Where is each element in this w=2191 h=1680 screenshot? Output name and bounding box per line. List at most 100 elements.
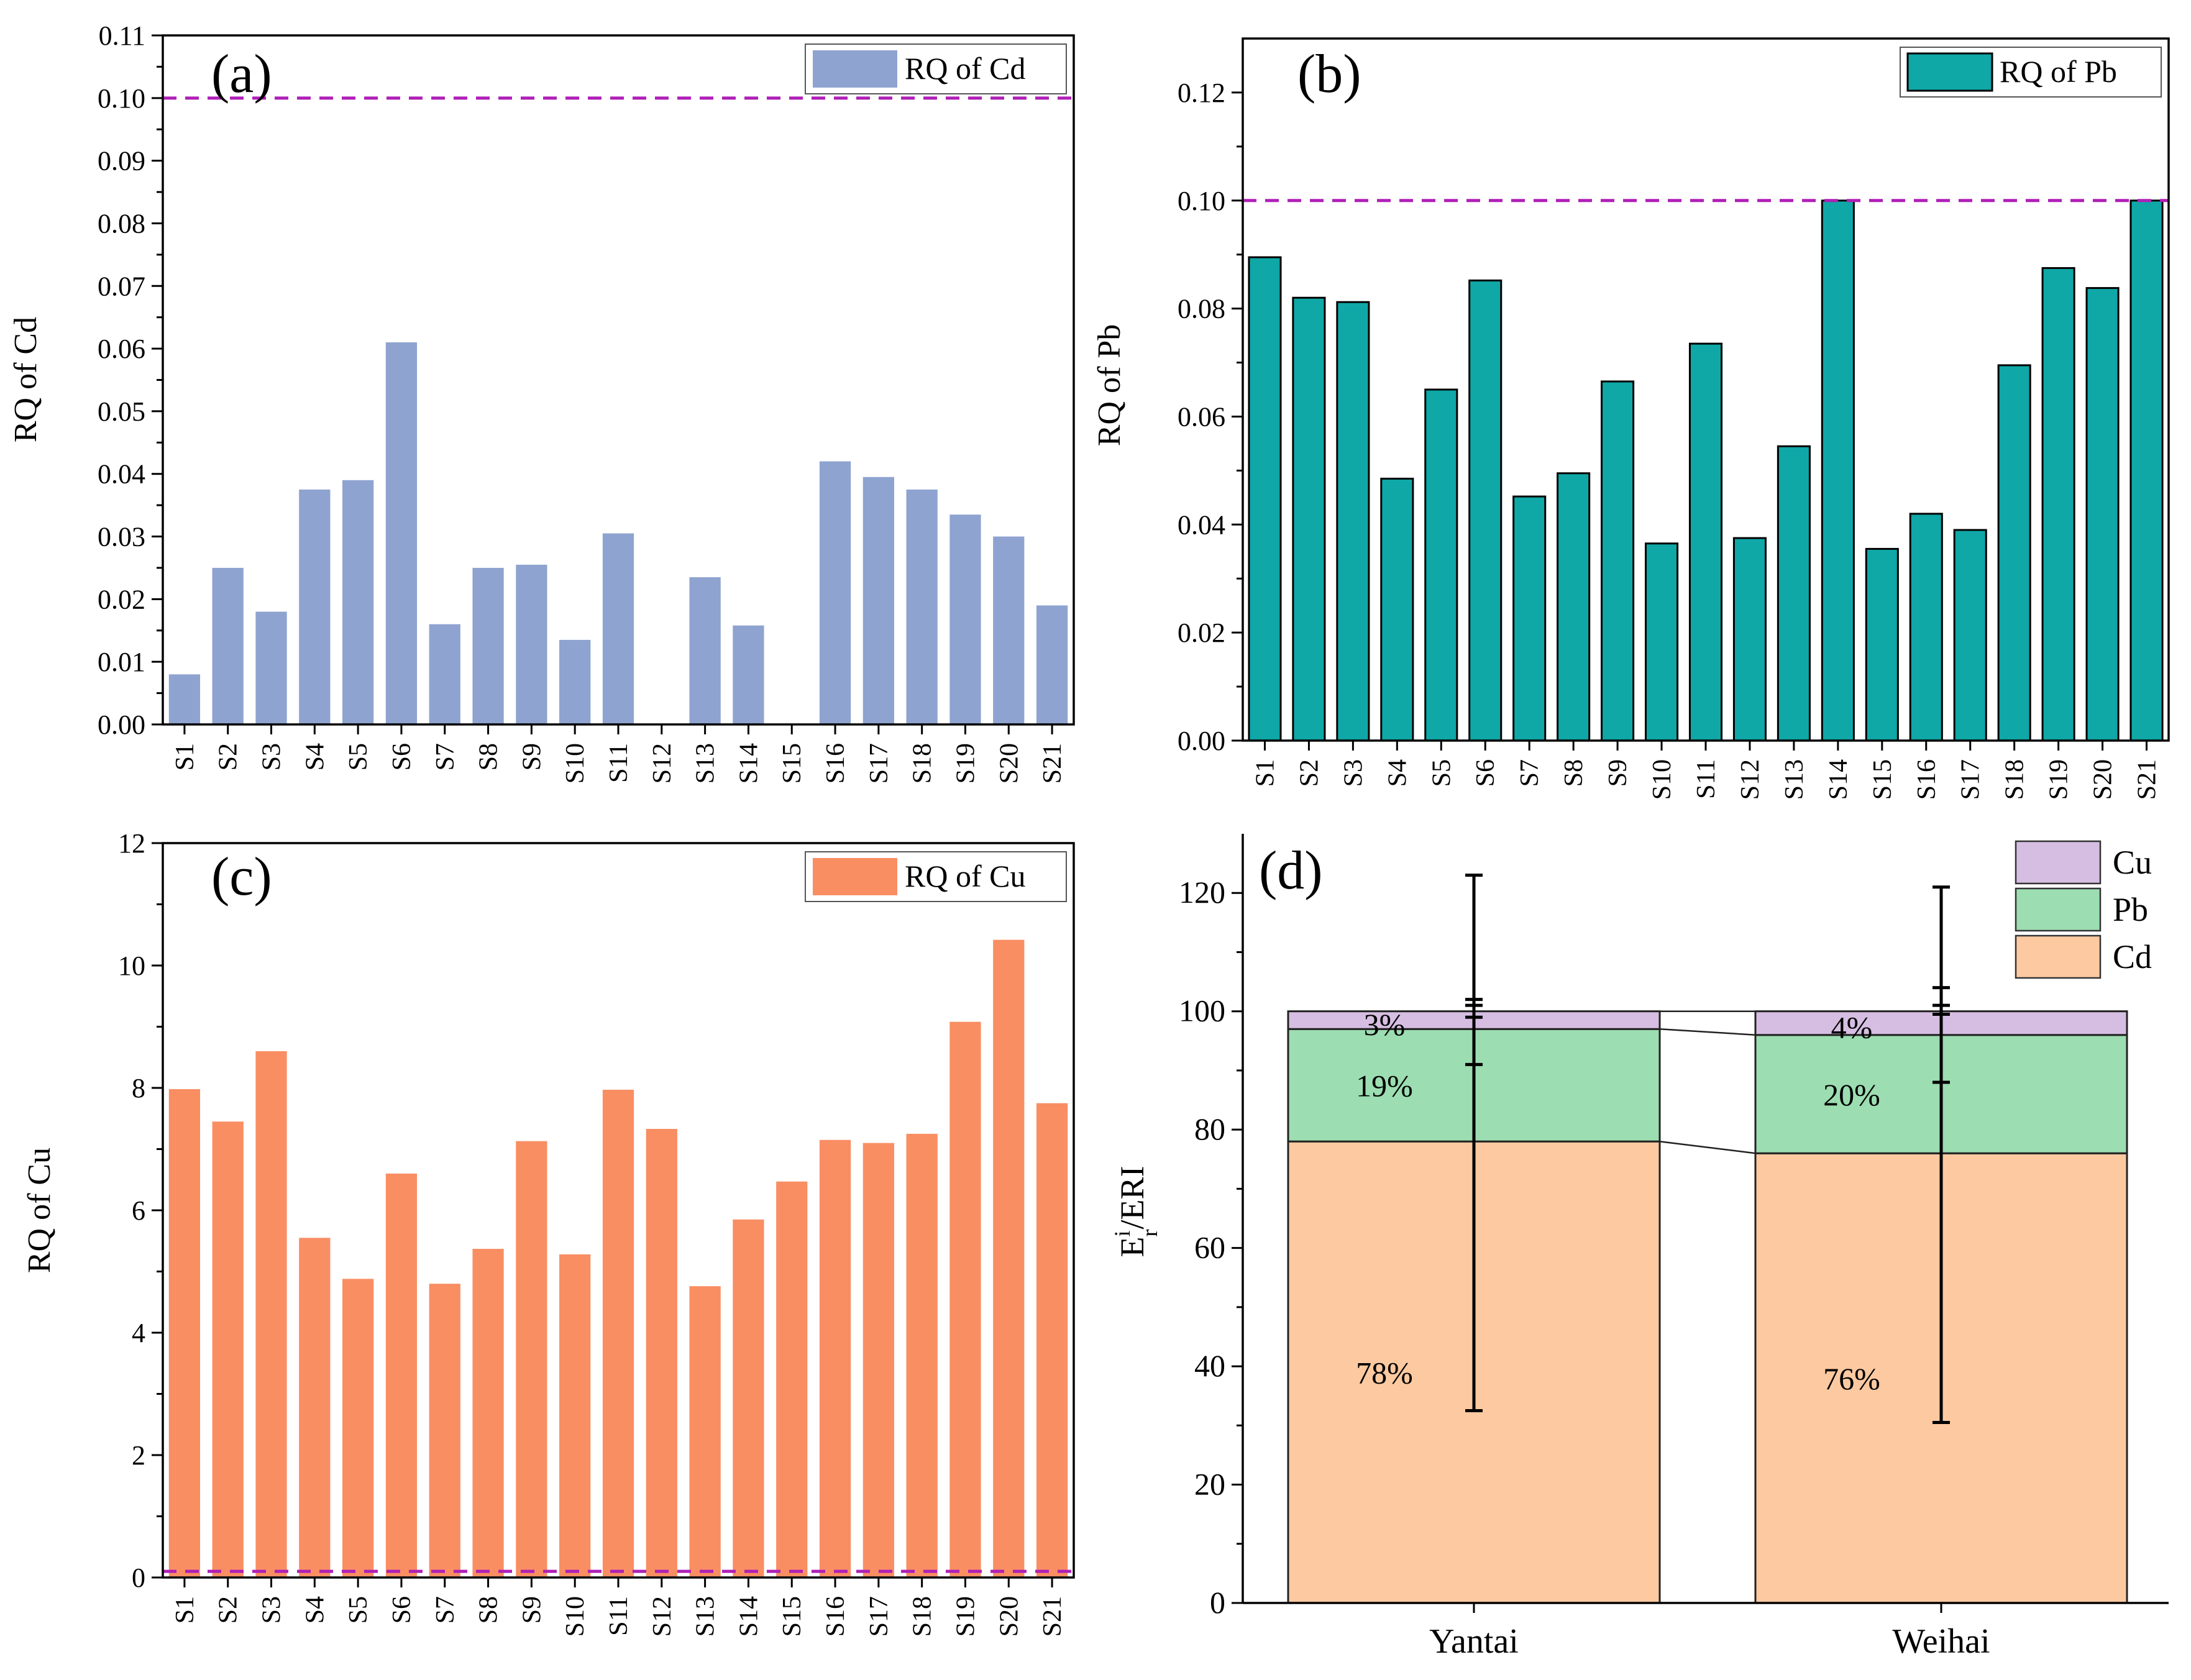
x-tick-label: S13: [692, 1596, 720, 1637]
bar-s3: [255, 1051, 287, 1577]
plot-frame: [162, 842, 1075, 1579]
bar-s18: [906, 489, 938, 724]
x-tick-label: S7: [1516, 759, 1544, 787]
legend-swatch-pb: [2015, 887, 2102, 932]
bar-s4: [299, 489, 331, 724]
x-tick-label: S11: [1692, 759, 1721, 799]
x-tick-label: S6: [388, 743, 416, 770]
bar-s13: [689, 1286, 721, 1577]
plot-frame: [162, 34, 1075, 726]
bar-s19: [2041, 267, 2075, 742]
y-tick-label: 0.08: [98, 208, 145, 239]
bar-s2: [1292, 296, 1326, 742]
x-tick-label: S18: [908, 743, 937, 783]
x-tick-label: S5: [1427, 759, 1456, 787]
bar-s8: [472, 567, 504, 724]
x-tick-label: S14: [734, 743, 763, 783]
x-tick-label: Weihai: [1892, 1622, 1990, 1661]
y-tick-label: 40: [1194, 1348, 1225, 1383]
x-tick-label: S15: [778, 743, 807, 783]
x-tick-label: S19: [2045, 759, 2074, 800]
legend-label: RQ of Cu: [905, 859, 1025, 893]
x-tick-label: S14: [1824, 759, 1853, 800]
bar-s10: [1645, 542, 1679, 742]
y-axis-label: Ei r/ERI: [1110, 1166, 1162, 1257]
y-axis-label: RQ of Cu: [22, 1148, 57, 1273]
y-tick-label: 0.10: [98, 83, 145, 114]
x-tick-label: S16: [821, 743, 850, 783]
percent-label: 19%: [1356, 1069, 1413, 1103]
legend-swatch: [813, 858, 897, 895]
y-tick-label: 0.02: [1178, 618, 1225, 648]
percent-label: 78%: [1356, 1356, 1413, 1390]
y-tick-label: 0.09: [98, 146, 145, 176]
bar-s1: [168, 674, 201, 724]
legend-swatch: [1906, 52, 1993, 92]
y-tick-label: 0.12: [1178, 78, 1225, 108]
y-tick-label: 0.00: [98, 710, 145, 740]
bar-s2: [212, 1121, 244, 1577]
x-tick-label: S8: [475, 1596, 503, 1623]
y-tick-label: 0.06: [1178, 401, 1225, 432]
x-tick-label: S14: [734, 1596, 763, 1637]
percent-label: 76%: [1823, 1361, 1880, 1396]
bar-s6: [1468, 279, 1503, 742]
x-tick-label: S2: [214, 1596, 243, 1623]
bar-s9: [1601, 380, 1635, 742]
bar-s11: [602, 533, 634, 724]
bar-s12: [646, 1128, 677, 1577]
bar-s2: [212, 567, 244, 724]
bar-s16: [1909, 513, 1943, 742]
x-tick-label: S11: [605, 1596, 633, 1636]
bar-s6: [385, 1173, 418, 1577]
bar-s21: [1036, 1103, 1068, 1577]
bar-s19: [949, 514, 981, 724]
bar-s10: [559, 639, 591, 724]
bar-s11: [602, 1089, 634, 1577]
panel-b-rq-pb: 0.00 0.02 0.04 0.06 0.08 0.10 0.12 S1 S2 S3 S4 S5 S6…: [1092, 37, 2170, 800]
bar-s4: [1380, 477, 1414, 742]
x-tick-label: S9: [1604, 759, 1632, 787]
x-tick-label: S10: [561, 1596, 590, 1637]
x-tick-label: S18: [2001, 759, 2029, 800]
x-tick-label: S17: [865, 743, 894, 783]
y-axis-label-sup: i: [1110, 1230, 1135, 1236]
bar-s8: [1557, 472, 1591, 742]
legend-label: Cd: [2113, 938, 2152, 975]
x-tick-label: S9: [518, 1596, 546, 1623]
bar-s17: [1953, 529, 1987, 742]
panel-label: (b): [1297, 44, 1361, 104]
x-tick-label: S7: [431, 743, 460, 770]
y-tick-label: 0.04: [1178, 509, 1225, 540]
connector-line: [1659, 1028, 1756, 1036]
x-tick-label: S3: [258, 1596, 286, 1623]
x-tick-label: S20: [995, 743, 1023, 783]
bar-s19: [949, 1021, 981, 1577]
legend-label: RQ of Pb: [2000, 54, 2117, 89]
x-tick-label: S10: [1648, 759, 1676, 800]
x-tick-label: S4: [301, 743, 329, 770]
x-tick-label: S11: [605, 743, 633, 783]
y-tick-label: 12: [118, 828, 145, 859]
x-tick-label: Yantai: [1429, 1622, 1519, 1661]
panel-label: (c): [211, 847, 272, 907]
bar-s21: [2129, 199, 2164, 742]
x-tick-label: S15: [1869, 759, 1897, 800]
bar-s6: [385, 342, 418, 724]
y-tick-label: 8: [132, 1073, 145, 1103]
y-axis-label: RQ of Pb: [1092, 324, 1127, 446]
y-tick-label: 100: [1179, 993, 1225, 1028]
x-tick-label: S1: [171, 1596, 199, 1623]
legend-swatch-cu: [2015, 840, 2102, 885]
bar-s5: [1424, 388, 1458, 742]
bar-s3: [1336, 301, 1370, 742]
bar-s13: [689, 577, 721, 724]
bar-s12: [1732, 537, 1767, 742]
bar-s16: [819, 1139, 851, 1577]
bar-s8: [472, 1249, 504, 1577]
x-tick-label: S5: [344, 1596, 373, 1623]
y-axis-label-base: E: [1114, 1237, 1151, 1258]
x-tick-label: S13: [1780, 759, 1809, 800]
legend-swatch-cd: [2015, 934, 2102, 979]
bar-s17: [862, 477, 894, 724]
